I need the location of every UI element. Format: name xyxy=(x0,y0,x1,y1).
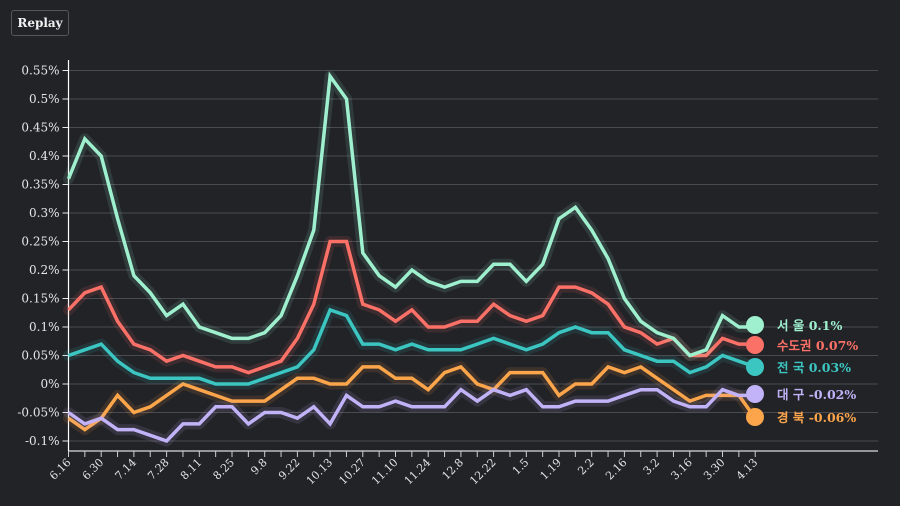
series-line xyxy=(66,71,756,358)
legend-value: -0.06% xyxy=(809,410,857,425)
series-lines xyxy=(63,70,761,447)
legend-label: 경 북 -0.06% xyxy=(777,410,856,425)
legend-label: 수도권 0.07% xyxy=(777,338,858,353)
legend-series-name: 서 울 xyxy=(777,318,805,333)
x-tick-label: 1.19 xyxy=(538,456,565,483)
x-tick-label: 1.5 xyxy=(510,456,532,478)
legend-dot xyxy=(746,336,764,354)
y-tick-label: 0.35% xyxy=(21,178,59,192)
legend-dot xyxy=(746,408,764,426)
legend-series-name: 전 국 xyxy=(777,360,805,375)
x-tick-label: 6.16 xyxy=(47,456,74,483)
x-tick-label: 11.10 xyxy=(369,456,400,487)
y-tick-label: 0.1% xyxy=(29,320,60,334)
y-tick-label: 0.15% xyxy=(21,292,59,306)
legend-dot xyxy=(746,316,764,334)
legend-dot xyxy=(746,385,764,403)
series-line xyxy=(67,364,757,432)
y-tick-label: -0.1% xyxy=(25,434,60,448)
legend-dot xyxy=(746,358,764,376)
y-tick-label: 0% xyxy=(40,377,59,391)
y-tick-label: 0.5% xyxy=(29,92,60,106)
legend-label: 서 울 0.1% xyxy=(777,318,842,333)
series-line xyxy=(67,387,756,444)
legend-value: 0.1% xyxy=(809,318,843,333)
legend-value: 0.03% xyxy=(809,360,851,375)
y-tick-label: -0.05% xyxy=(17,406,59,420)
legend-value: 0.07% xyxy=(816,338,858,353)
x-tick-label: 3.16 xyxy=(668,456,695,483)
y-tick-label: 0.2% xyxy=(29,263,60,277)
replay-button[interactable]: Replay xyxy=(11,10,69,36)
y-axis: -0.1% -0.05% 0% 0.05% 0.1% 0.15% 0.2% 0.25% 0.3%… xyxy=(17,60,70,451)
x-tick-label: 3.2 xyxy=(641,456,663,478)
legend-series-name: 수도권 xyxy=(777,338,812,353)
x-tick-label: 2.2 xyxy=(575,456,597,478)
series-line xyxy=(67,239,756,375)
x-tick-label: 9.22 xyxy=(276,456,303,483)
x-tick-label: 11.24 xyxy=(402,456,433,487)
x-tick-label: 8.11 xyxy=(178,456,205,483)
x-tick-label: 7.14 xyxy=(113,456,140,483)
y-tick-label: 0.55% xyxy=(21,64,59,78)
x-axis: 6.16 6.30 7.14 7.28 8.11 8.25 9.8 9.22 10.13 10.2… xyxy=(47,450,878,487)
legend: 서 울 0.1% 수도권 0.07% 전 국 0.03% 대 구 -0.02% 경 북 … xyxy=(746,316,858,426)
x-tick-label: 12.22 xyxy=(467,456,498,487)
y-tick-label: 0.25% xyxy=(21,235,59,249)
legend-label: 대 구 -0.02% xyxy=(777,387,856,402)
y-tick-label: 0.05% xyxy=(21,349,59,363)
x-tick-label: 10.27 xyxy=(336,456,367,487)
legend-value: -0.02% xyxy=(809,387,857,402)
x-tick-label: 3.30 xyxy=(701,456,728,483)
legend-label: 전 국 0.03% xyxy=(777,360,851,375)
x-tick-label: 2.16 xyxy=(603,456,630,483)
x-tick-label: 9.8 xyxy=(248,456,270,478)
series-line xyxy=(67,307,756,386)
y-tick-label: 0.45% xyxy=(21,121,59,135)
legend-series-name: 경 북 xyxy=(777,410,805,425)
x-tick-label: 7.28 xyxy=(145,456,172,483)
x-tick-label: 8.25 xyxy=(211,456,238,483)
y-tick-label: 0.3% xyxy=(29,206,60,220)
y-tick-label: 0.4% xyxy=(29,149,60,163)
x-tick-label: 10.13 xyxy=(304,456,335,487)
x-tick-label: 4.13 xyxy=(734,456,761,483)
x-tick-label: 6.30 xyxy=(80,456,107,483)
x-tick-label: 12.8 xyxy=(440,456,467,483)
legend-series-name: 대 구 xyxy=(777,387,805,402)
